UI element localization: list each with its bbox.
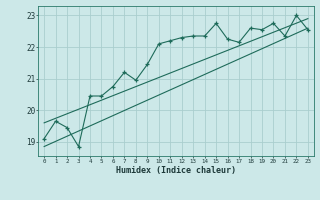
X-axis label: Humidex (Indice chaleur): Humidex (Indice chaleur) xyxy=(116,166,236,175)
